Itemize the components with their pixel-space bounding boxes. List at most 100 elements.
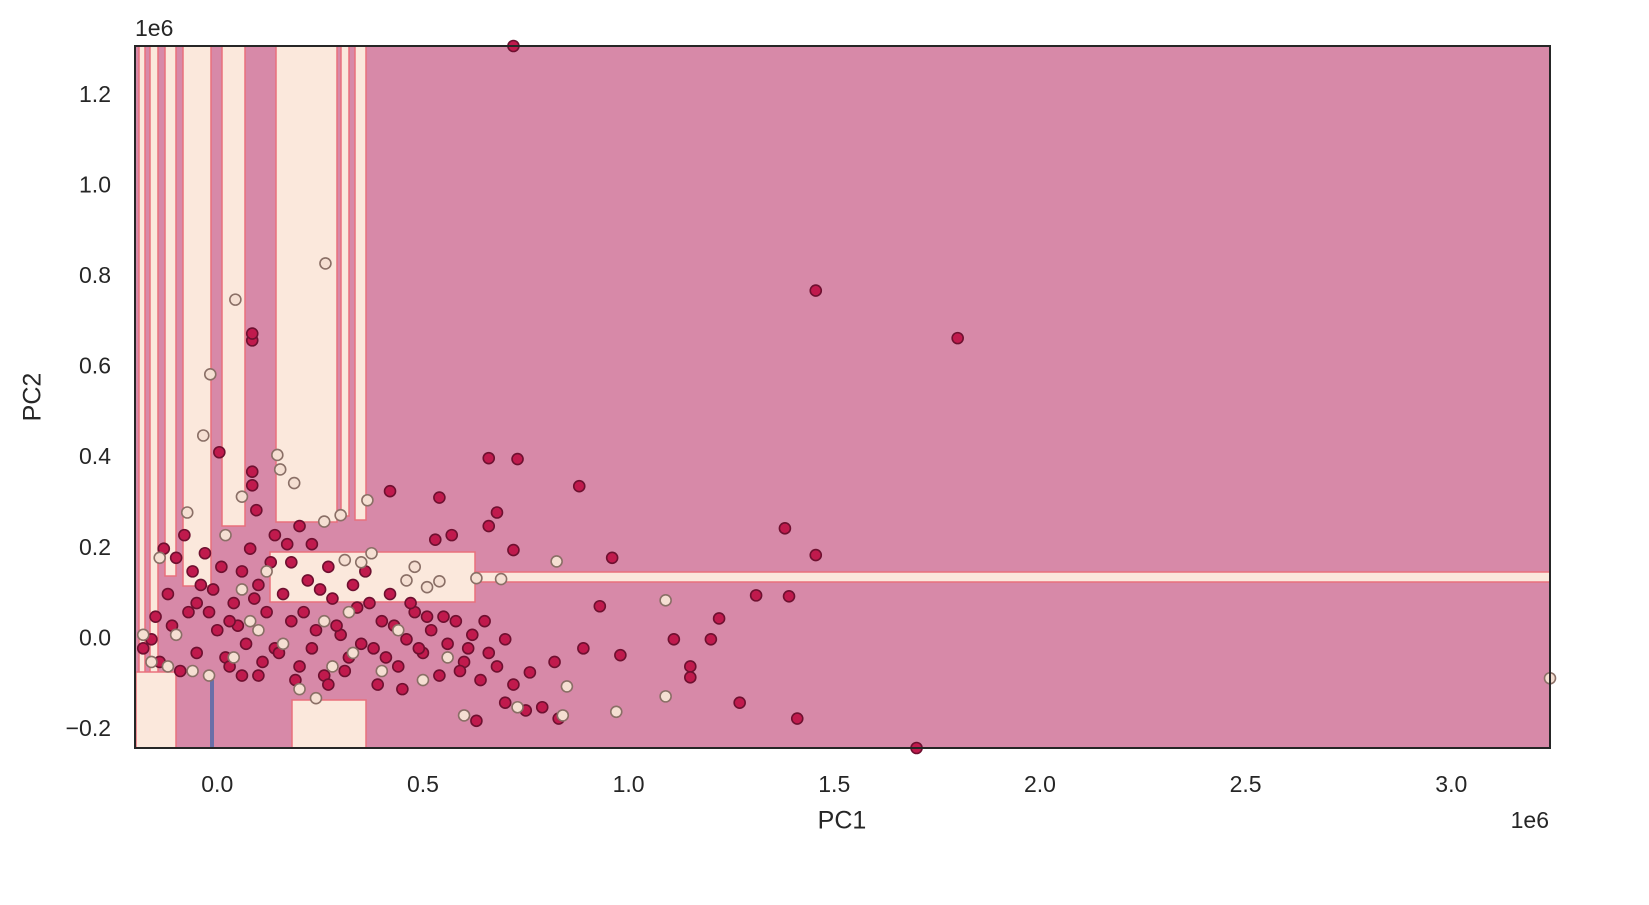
point [227,596,241,610]
point [206,583,220,596]
point [449,614,463,628]
point [577,642,590,655]
point [280,537,294,551]
point [379,651,393,664]
region-band [354,45,367,521]
point [951,331,964,345]
point [437,610,450,623]
point [441,637,454,651]
point [659,690,672,703]
point [202,669,216,682]
point [338,553,352,567]
y-offset-label: 1e6 [135,15,173,41]
point [309,623,323,637]
x-tick-label: 2.5 [1230,771,1262,797]
point [511,700,524,714]
plot-background [135,46,1550,748]
y-tick-label: −0.2 [66,715,111,741]
point [271,448,284,462]
point [704,633,718,646]
point [196,429,210,442]
point [346,646,360,660]
point [659,594,672,607]
point [301,574,315,587]
point [161,587,175,601]
point [490,506,504,519]
point [186,664,199,678]
region-band [340,45,350,517]
point [319,257,332,270]
y-tick-label: 1.2 [79,81,111,107]
point [245,327,259,340]
x-offset-label: 1e6 [1511,807,1549,833]
point [256,655,269,669]
point [252,669,265,682]
point [213,445,226,459]
y-tick-label: 0.6 [79,353,111,379]
y-tick-label: 0.2 [79,534,111,560]
point [194,578,208,592]
point [276,637,290,651]
point [778,522,792,535]
point [391,660,405,673]
point [453,664,467,678]
point [556,709,570,722]
point [420,580,434,594]
point [334,508,347,522]
point [338,664,352,678]
point [474,673,487,687]
point [609,705,623,719]
region-band [164,45,177,577]
y-tick-label: 0.0 [79,624,111,650]
point [235,583,249,596]
point [202,605,216,619]
point [712,612,726,625]
point [433,491,446,504]
point [790,712,804,725]
point [235,490,249,503]
point [375,614,389,628]
point [198,546,212,560]
point [383,587,397,601]
point [498,696,512,710]
point [371,678,384,691]
point [239,637,253,651]
point [433,669,446,682]
point [293,519,306,533]
point [482,451,496,465]
point [268,528,282,542]
point [285,556,298,569]
point [260,605,273,619]
point [507,543,520,557]
point [161,660,175,673]
point [782,589,796,603]
point [507,678,520,691]
point [482,646,496,660]
point [470,571,483,585]
point [733,696,746,710]
point [243,542,257,556]
point [247,592,261,605]
point [433,575,446,588]
region-band [221,45,246,527]
point [605,551,619,565]
region-band [269,551,476,603]
point [354,556,368,569]
point [391,623,405,637]
point [293,660,306,673]
point [326,592,339,605]
point [424,623,438,637]
point [465,628,479,642]
x-tick-label: 1.5 [818,771,850,797]
point [276,587,290,601]
plot-frame [134,45,1551,749]
point [149,610,162,623]
point [498,633,512,646]
region-band [135,671,177,749]
point [235,565,249,578]
point [684,660,697,673]
point [322,678,335,691]
point [523,666,537,679]
point [182,605,195,619]
x-tick-label: 0.0 [201,771,233,797]
